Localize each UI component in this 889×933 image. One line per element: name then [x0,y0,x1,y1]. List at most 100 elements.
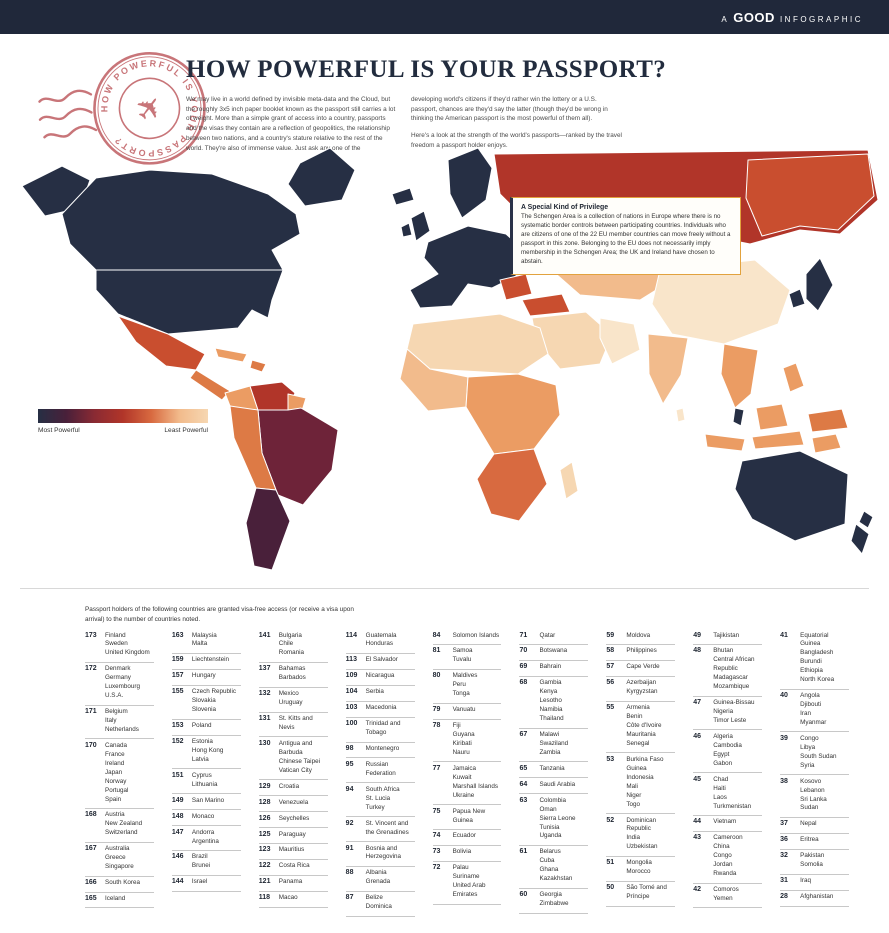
country-name: Ireland [105,759,125,767]
country-name: Venezuela [278,798,309,806]
rank-countries: Moldova [626,632,650,641]
stamp-rings [93,52,206,165]
country-name: Antigua and Barbuda [278,739,313,756]
rank-countries: Jamaica Kuwait Marshall Islands Ukraine [453,765,499,801]
rank-entry: 84 Solomon Islands [432,629,502,645]
rank-countries: Belgium Italy Netherlands [105,708,139,735]
country-name: Belize [365,894,383,902]
intro-column-1: We may live in a world defined by invisi… [186,95,397,160]
rank-countries: Solomon Islands [453,632,500,641]
rank-entry: 81 Samoa Tuvalu [432,645,502,670]
rank-countries: Bahrain [539,663,561,672]
country-name: Togo [626,800,640,808]
rank-countries: Nepal [800,820,816,829]
country-name: Burkina Faso [626,755,664,763]
rank-entry: 118 Macao [258,892,328,908]
country-name: South Sudan [800,752,837,760]
country-name: Trinidad and Tobago [365,720,401,737]
country-name: Papua New Guinea [452,807,486,824]
country-name: Congo [713,852,732,860]
country-name: Barbados [278,674,306,682]
rank-entry: 69 Bahrain [519,661,589,677]
country-name: Philippines [626,647,657,655]
rank-entry: 122 Costa Rica [258,860,328,876]
rank-entry: 80 Maldives Peru Tonga [432,670,502,704]
country-name: Laos [713,793,727,801]
rank-countries: Venezuela [279,799,308,808]
brand-suffix: INFOGRAPHIC [779,14,863,24]
country-name: Mongolia [626,859,652,867]
country-name: United Arab Emirates [452,882,486,899]
country-name: Bolivia [452,848,472,856]
country-name: Syria [800,761,815,769]
rank-countries: Malawi Swaziland Zambia [539,731,568,758]
map-region-greenland [287,147,356,207]
rank-number: 92 [345,819,354,827]
country-name: Honduras [365,640,393,648]
map-region-balkans [499,273,533,301]
map-region-korea [788,288,806,309]
rank-countries: Serbia [366,688,384,697]
rank-number: 28 [780,893,788,901]
country-name: Tajikistan [713,631,740,639]
rank-number: 77 [432,764,441,772]
rank-countries: Trinidad and Tobago [366,720,415,738]
country-name: Mauritius [278,846,305,854]
rank-number: 103 [345,704,358,712]
rank-number: 171 [85,708,97,716]
country-name: Lithuania [191,780,218,788]
country-name: Hungary [191,672,216,680]
country-name: Guatemala [365,631,397,639]
rank-number: 94 [345,785,354,793]
country-name: Kiribati [452,739,472,747]
country-name: France [105,750,125,758]
rank-number: 81 [432,647,441,655]
rank-number: 126 [258,814,271,822]
map-region-canada [61,169,301,271]
country-name: Lebanon [800,786,825,794]
country-name: Mozambique [713,683,750,691]
rank-countries: Belize Dominica [366,894,392,912]
rank-countries: Austria New Zealand Switzerland [105,811,142,838]
rank-countries: Eritrea [800,836,819,845]
country-name: Denmark [105,665,131,673]
plane-icon: ✈ [127,87,172,130]
country-name: St. Lucia [365,794,391,802]
rank-entry: 38 Kosovo Lebanon Sri Lanka Sudan [780,775,850,818]
intro-paragraph: We may live in a world defined by invisi… [186,96,396,152]
country-name: Thailand [539,715,564,723]
country-name: Zambia [539,748,561,756]
rank-entry: 166 South Korea [85,877,154,893]
rank-number: 113 [345,656,357,664]
rank-entry: 172 Denmark Germany Luxembourg U.S.A. [85,663,154,706]
rank-entry: 132 Mexico Uruguay [258,688,328,713]
country-name: Zimbabwe [539,900,569,908]
country-name: El Salvador [365,656,398,664]
rank-entry: 151 Cyprus Lithuania [171,769,241,795]
country-name: North Korea [800,676,835,684]
rank-entry: 71 Qatar [519,629,589,645]
country-name: Chinese Taipei [278,757,320,765]
rank-countries: Poland [192,722,212,731]
rank-entry: 77 Jamaica Kuwait Marshall Islands Ukraine [432,762,502,806]
ranking-columns: 173 Finland Sweden United Kingdom 172 Denmark… [85,629,867,917]
country-name: New Zealand [105,820,143,828]
country-name: Norway [105,777,127,785]
country-name: Somolia [800,861,823,869]
rank-countries: Costa Rica [279,862,310,871]
rank-entry: 141 Bulgaria Chile Romania [258,629,328,663]
rank-number: 122 [258,862,271,870]
country-name: Austria [105,811,125,819]
rank-number: 91 [345,844,354,852]
rank-entry: 173 Finland Sweden United Kingdom [85,629,154,663]
country-name: Gambia [539,679,562,687]
country-name: Côte d'Ivoire [626,722,662,730]
country-name: Maldives [452,672,478,680]
rank-entry: 65 Tanzania [519,762,589,779]
rank-entry: 79 Vanuatu [432,704,502,720]
map-region-scandinavia [447,147,493,219]
country-name: Vanuatu [452,706,476,714]
rank-entry: 78 Fiji Guyana Kiribati Nauru [432,720,502,763]
rank-entry: 37 Nepal [780,818,850,834]
